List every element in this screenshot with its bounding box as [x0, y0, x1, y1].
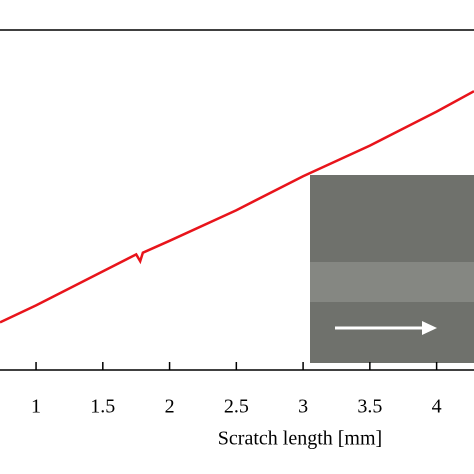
- data-line: [0, 90, 474, 324]
- x-tick-label: 3: [298, 396, 308, 418]
- x-tick-label: 3.5: [357, 396, 382, 418]
- arrow-head: [422, 321, 437, 335]
- x-tick-label: 4: [432, 396, 442, 418]
- x-tick-label: 2: [165, 396, 175, 418]
- plot-area: [0, 90, 474, 324]
- x-tick-label: 2.5: [224, 396, 249, 418]
- scratch-track: [310, 262, 474, 302]
- x-axis-label: Scratch length [mm]: [218, 428, 382, 450]
- x-tick-label: 1: [31, 396, 41, 418]
- inset-photo: [310, 175, 474, 363]
- x-tick-label: 1.5: [90, 396, 115, 418]
